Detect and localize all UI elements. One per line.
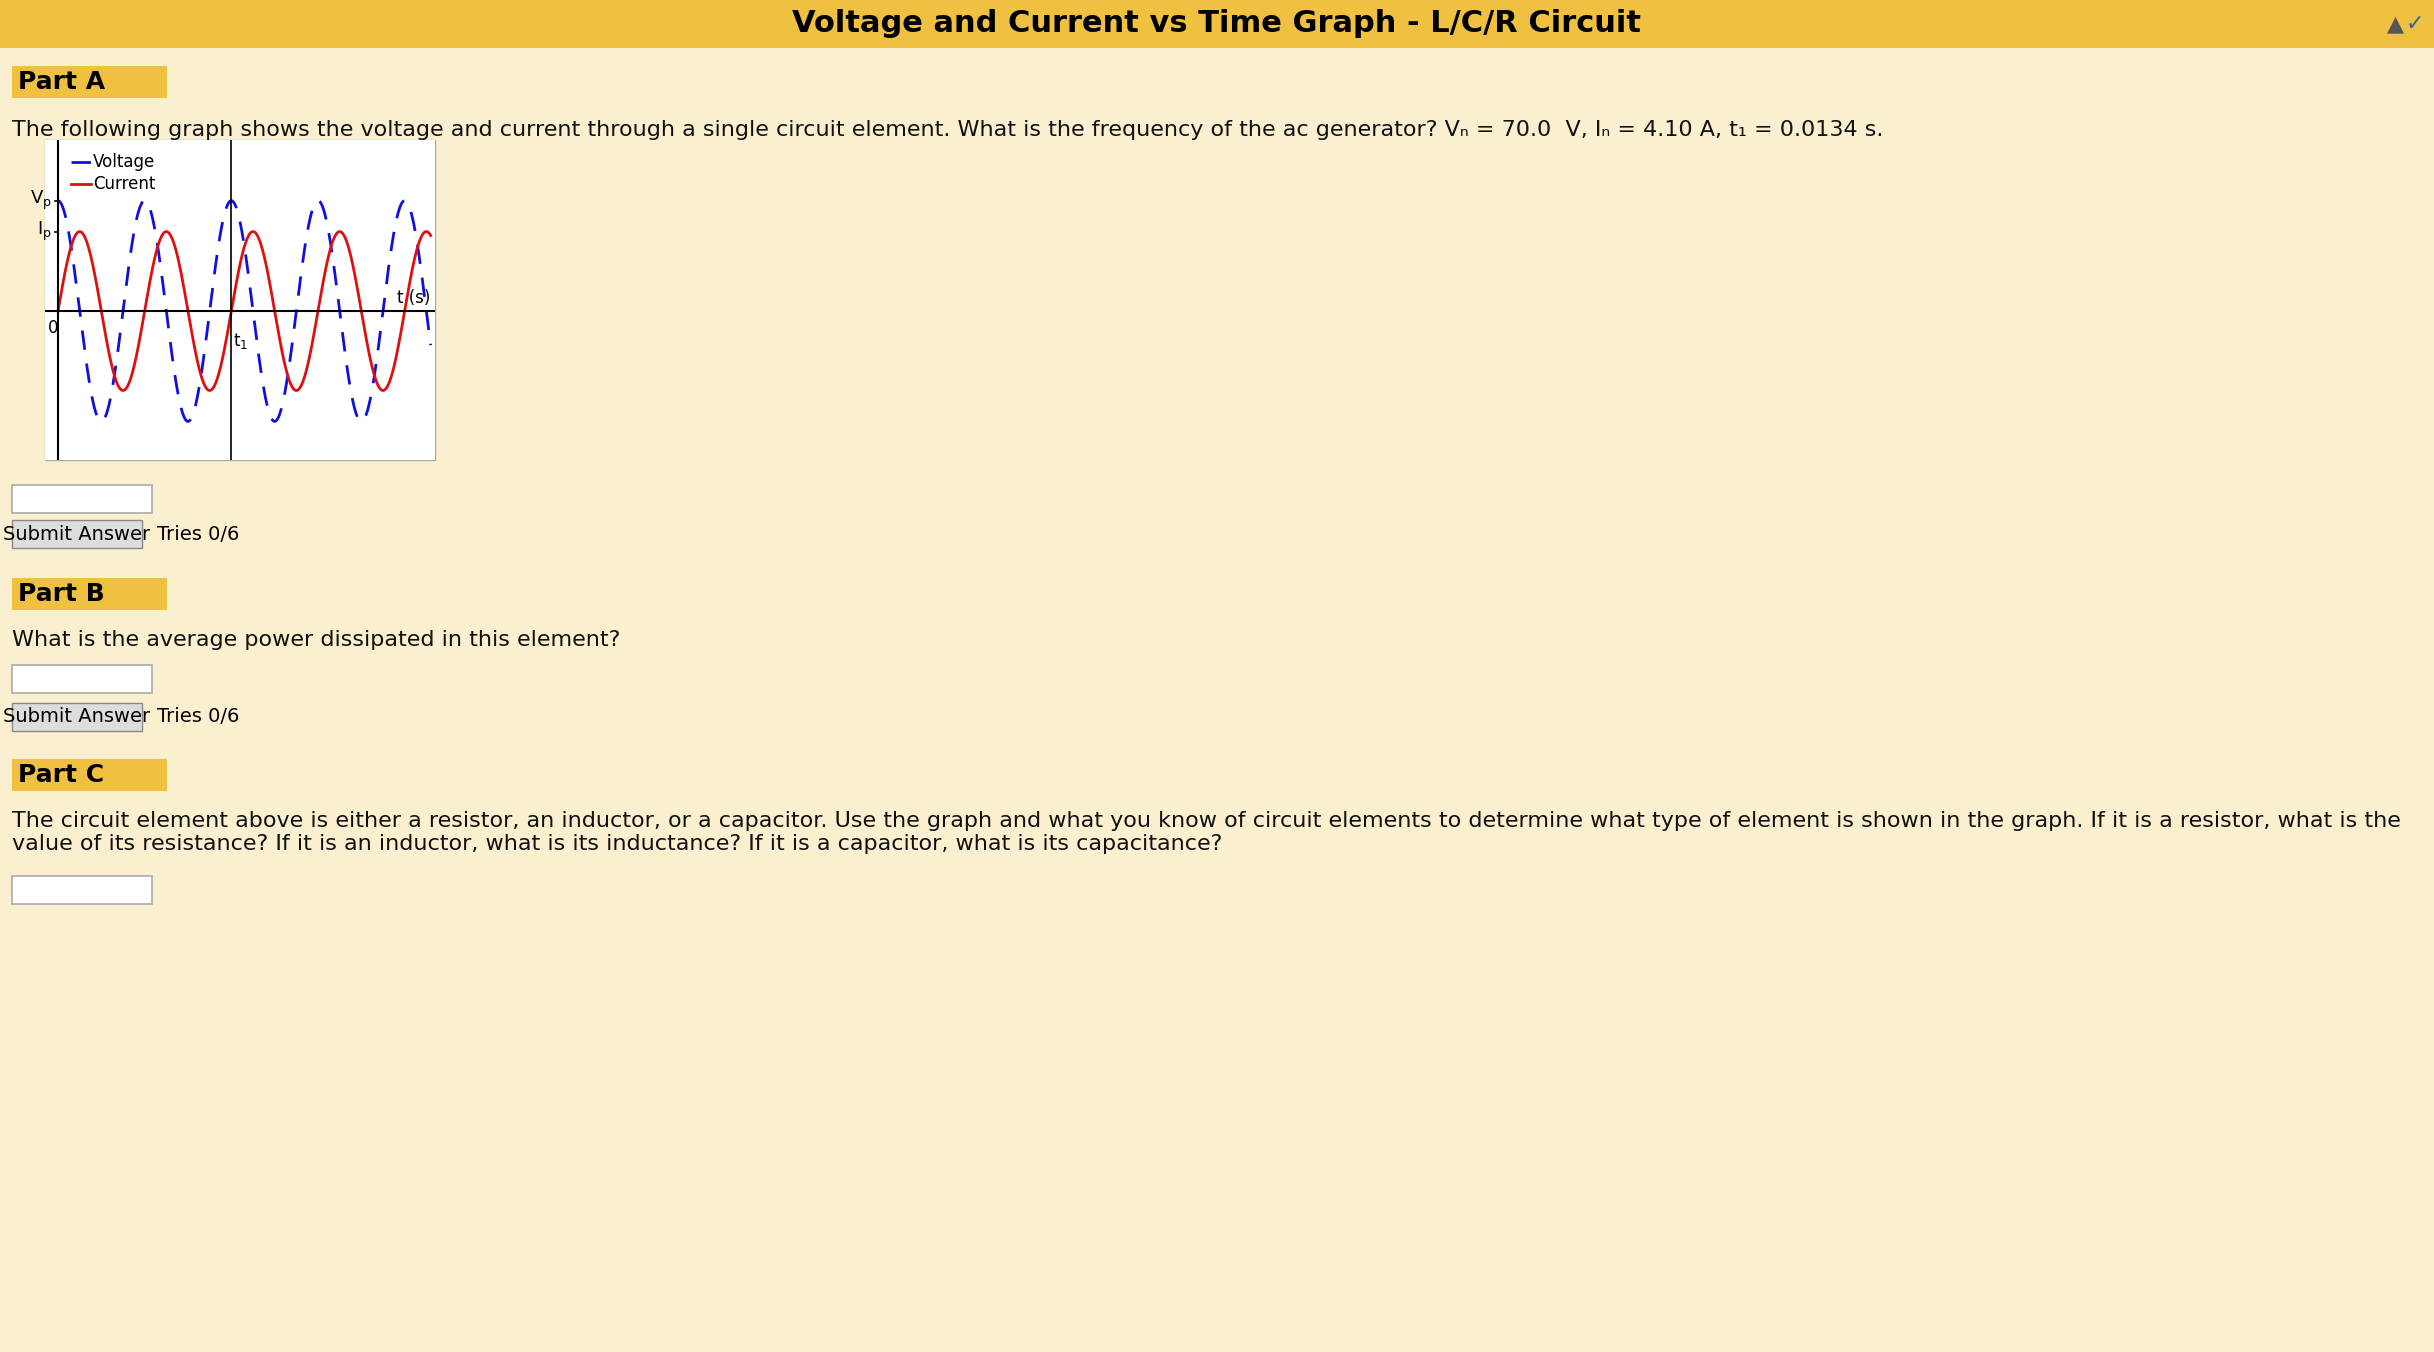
- Text: t$_{\mathregular{1}}$: t$_{\mathregular{1}}$: [234, 331, 248, 352]
- Bar: [44, 141, 436, 460]
- Text: t (s): t (s): [397, 288, 431, 307]
- Text: What is the average power dissipated in this element?: What is the average power dissipated in …: [12, 630, 621, 650]
- Text: Part A: Part A: [17, 70, 105, 95]
- Text: Voltage: Voltage: [92, 153, 156, 172]
- Text: I$_{\mathregular{p}}$: I$_{\mathregular{p}}$: [37, 220, 51, 243]
- Text: 0: 0: [49, 319, 58, 337]
- Text: The following graph shows the voltage and current through a single circuit eleme: The following graph shows the voltage an…: [12, 120, 1884, 141]
- Bar: [12, 703, 141, 731]
- Bar: [12, 876, 151, 904]
- Bar: [12, 758, 168, 791]
- Text: Current: Current: [92, 176, 156, 193]
- Text: ▲: ▲: [2388, 14, 2405, 34]
- Bar: [12, 485, 151, 512]
- Bar: [12, 66, 168, 97]
- Text: Part B: Part B: [17, 581, 105, 606]
- Bar: [12, 521, 141, 548]
- Bar: [12, 579, 168, 610]
- Text: Submit Answer: Submit Answer: [2, 707, 151, 726]
- Text: ✓: ✓: [2405, 14, 2424, 34]
- Bar: [0, 0, 2434, 49]
- Text: Part C: Part C: [17, 763, 105, 787]
- Text: Voltage and Current vs Time Graph - L/C/R Circuit: Voltage and Current vs Time Graph - L/C/…: [793, 9, 1641, 38]
- Text: Submit Answer: Submit Answer: [2, 525, 151, 544]
- Text: Tries 0/6: Tries 0/6: [158, 525, 239, 544]
- Text: V$_{\mathregular{p}}$: V$_{\mathregular{p}}$: [29, 189, 51, 212]
- Text: The circuit element above is either a resistor, an inductor, or a capacitor. Use: The circuit element above is either a re…: [12, 811, 2400, 854]
- Bar: [12, 665, 151, 694]
- Text: Tries 0/6: Tries 0/6: [158, 707, 239, 726]
